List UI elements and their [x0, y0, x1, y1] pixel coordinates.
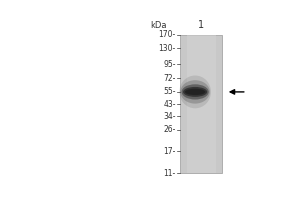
Text: 130-: 130- [159, 44, 176, 53]
Ellipse shape [185, 89, 206, 95]
Bar [187, 35, 216, 173]
Ellipse shape [187, 90, 203, 94]
Text: kDa: kDa [150, 21, 166, 30]
Text: 17-: 17- [164, 147, 176, 156]
Text: 95-: 95- [163, 60, 176, 69]
Text: 55-: 55- [163, 87, 176, 96]
Text: 34-: 34- [163, 112, 176, 121]
Ellipse shape [179, 76, 211, 108]
Text: 26-: 26- [164, 125, 176, 134]
Ellipse shape [180, 80, 210, 104]
Ellipse shape [183, 87, 207, 97]
Ellipse shape [182, 84, 209, 100]
Text: 43-: 43- [163, 100, 176, 109]
Text: 11-: 11- [164, 169, 176, 178]
Text: 1: 1 [198, 20, 205, 30]
Text: 170-: 170- [159, 30, 176, 39]
Text: 72-: 72- [164, 74, 176, 83]
Bar [181, 35, 222, 173]
